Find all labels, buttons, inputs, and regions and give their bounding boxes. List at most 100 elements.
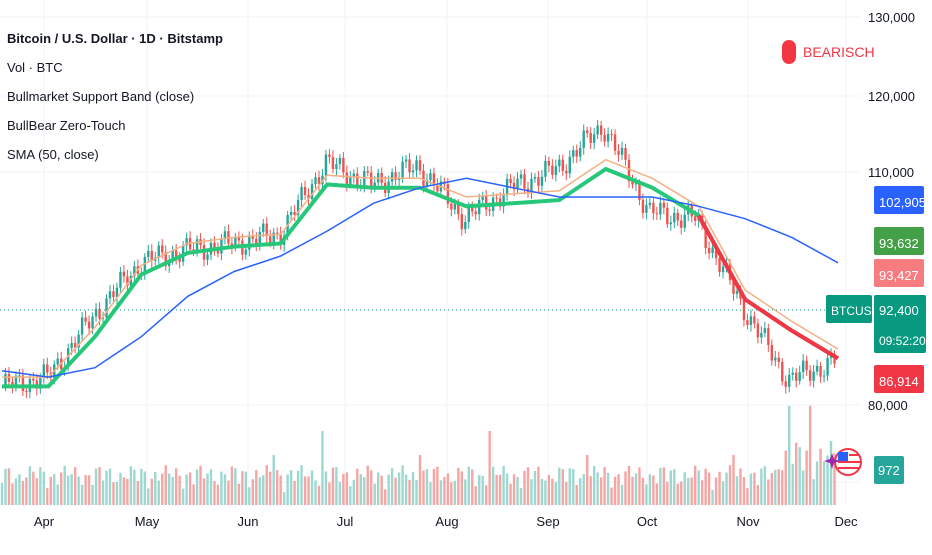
flag-icon[interactable]: [834, 448, 862, 476]
volume-bar: [725, 472, 728, 505]
volume-bar: [815, 461, 819, 505]
volume-bar: [561, 469, 565, 505]
volume-bar: [558, 467, 561, 505]
time-tick: Aug: [435, 514, 458, 529]
volume-bar: [687, 477, 690, 505]
time-tick: Jul: [337, 514, 354, 529]
volume-bar: [805, 450, 808, 505]
volume-bar: [749, 473, 753, 505]
candle: [397, 178, 401, 180]
candle: [401, 161, 404, 179]
volume-bar: [275, 470, 279, 505]
volume-bar: [784, 450, 787, 505]
symbol-title[interactable]: Bitcoin / U.S. Dollar · 1D · Bitstamp: [7, 31, 223, 46]
candle: [575, 150, 578, 157]
candle: [676, 212, 679, 221]
volume-bar: [551, 478, 554, 505]
candle: [108, 291, 112, 299]
volume-bar: [415, 479, 418, 505]
support-band-upper: [2, 158, 839, 378]
candle: [248, 235, 251, 250]
candle: [547, 160, 551, 166]
candle: [805, 360, 808, 371]
legend-support-band[interactable]: Bullmarket Support Band (close): [7, 89, 195, 104]
volume-bar: [739, 468, 742, 505]
volume-bar: [143, 471, 147, 505]
volume-bar: [230, 466, 234, 505]
candle: [669, 222, 672, 225]
volume-bar: [335, 467, 338, 505]
candle: [763, 328, 767, 333]
candle: [310, 184, 314, 200]
volume-bar: [21, 480, 25, 505]
candle: [70, 343, 73, 349]
volume-bar: [178, 475, 181, 505]
candle: [617, 150, 620, 155]
time-tick: Sep: [536, 514, 559, 529]
volume-bar: [481, 475, 484, 505]
volume-bar: [683, 472, 686, 505]
volume-bar: [404, 474, 408, 505]
volume-bar: [317, 485, 321, 505]
volume-bar: [714, 477, 718, 505]
candle: [533, 177, 537, 179]
candle: [502, 195, 505, 207]
candle: [561, 159, 565, 171]
candle: [826, 357, 829, 376]
candle: [331, 157, 335, 169]
candle: [422, 170, 425, 187]
volume-bar: [112, 482, 115, 505]
candle: [21, 375, 25, 392]
symbol-tag-bg: [826, 295, 872, 323]
candle: [516, 178, 519, 190]
volume-bar: [753, 472, 756, 505]
volume-bar: [575, 484, 578, 505]
volume-bar: [592, 465, 596, 505]
volume-bar: [77, 476, 80, 505]
legend-volume[interactable]: Vol · BTC: [7, 60, 63, 75]
volume-bar: [192, 484, 195, 505]
countdown-label: 09:52:20: [879, 334, 926, 348]
volume-bar: [505, 473, 509, 505]
candle: [244, 249, 248, 255]
time-tick: Dec: [834, 514, 858, 529]
candle: [234, 237, 237, 248]
volume-bar: [495, 474, 498, 505]
candle: [582, 130, 585, 148]
candle: [56, 358, 59, 365]
candle: [157, 245, 160, 258]
volume-bar: [98, 467, 101, 505]
signal-dot-icon: [782, 40, 796, 64]
volume-bar: [279, 475, 282, 505]
volume-bar: [324, 471, 328, 505]
last-price-bg: [874, 295, 926, 353]
volume-bar: [87, 475, 91, 505]
volume-bar: [35, 478, 39, 505]
volume-bar: [436, 466, 439, 505]
volume-bar: [432, 468, 436, 505]
candle: [373, 182, 376, 187]
volume-bar: [460, 471, 463, 505]
volume-bar: [453, 480, 457, 505]
time-tick: Jun: [238, 514, 259, 529]
volume-bar: [60, 472, 63, 505]
candle: [512, 182, 516, 190]
candle: [666, 207, 669, 225]
volume-bar: [168, 473, 171, 505]
candle: [788, 374, 791, 387]
volume-bar: [338, 481, 342, 505]
volume-bar: [32, 471, 35, 505]
sparkle-icon[interactable]: [824, 453, 840, 469]
candle: [87, 321, 91, 329]
volume-bar: [401, 465, 404, 505]
price-label: 86,914: [879, 374, 919, 389]
candle: [746, 320, 749, 325]
volume-bar: [801, 470, 805, 505]
legend-zero-touch[interactable]: BullBear Zero-Touch: [7, 118, 126, 133]
candle: [721, 266, 725, 273]
candle: [659, 202, 662, 215]
volume-bar: [174, 468, 178, 505]
legend-sma[interactable]: SMA (50, close): [7, 147, 99, 162]
